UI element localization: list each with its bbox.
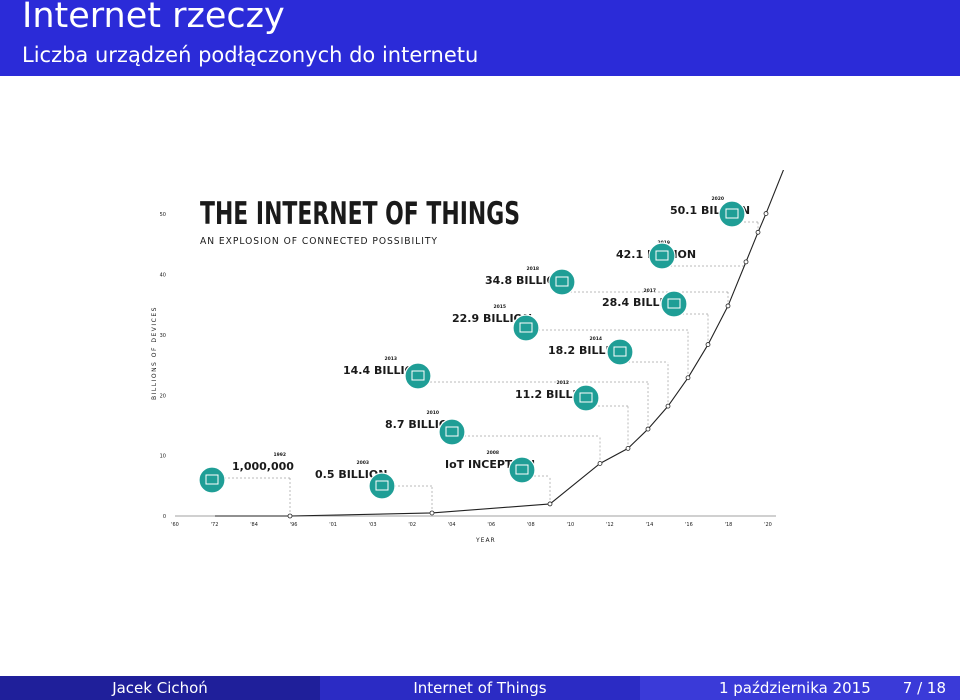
traffic-light-icon: [512, 314, 540, 342]
data-point: [645, 426, 651, 432]
annotation-year: 2020: [711, 196, 724, 202]
footer-date-page: 1 października 2015 7 / 18: [640, 676, 960, 700]
slide-title: Internet rzeczy: [22, 0, 285, 36]
data-point: [429, 510, 435, 516]
footer-title: Internet of Things: [320, 676, 640, 700]
chart-title: THE INTERNET OF THINGS: [200, 196, 520, 232]
series-line: [214, 213, 767, 517]
tv-icon: [548, 268, 576, 296]
annotation-year: 1992: [273, 452, 286, 458]
x-tick-label: '72: [211, 522, 219, 528]
y-tick-label: 50: [160, 212, 166, 218]
x-tick-label: '03: [369, 522, 377, 528]
x-tick-label: '60: [171, 522, 179, 528]
annotation-year: 2015: [493, 304, 506, 310]
chart-xlabel: YEAR: [475, 537, 496, 544]
computer-icon: [198, 466, 226, 494]
light-switch-icon: [648, 242, 676, 270]
x-tick-label: '06: [487, 522, 495, 528]
slide-footer: Jacek Cichoń Internet of Things 1 paździ…: [0, 676, 960, 700]
footer-author: Jacek Cichoń: [0, 676, 320, 700]
x-tick-label: '14: [646, 522, 654, 528]
footer-page-number: 7 / 18: [902, 679, 946, 697]
y-tick-label: 0: [163, 514, 166, 520]
data-point: [763, 211, 769, 216]
x-tick-label: '16: [685, 522, 693, 528]
air-conditioner-icon: [660, 290, 688, 318]
chart-axes: 0 10 20 30 40 50 '60 '72 '84 '96 '01 '03 '02 '04 '06 '0…: [160, 212, 776, 528]
data-point: [597, 461, 603, 466]
data-point: [725, 303, 731, 309]
toothbrush-icon: [606, 338, 634, 366]
x-tick-label: '10: [566, 522, 574, 528]
annotation-label: 14.4 BILLION: [343, 364, 423, 377]
annotation-label: 22.9 BILLION: [452, 312, 532, 325]
iot-growth-chart: 0 10 20 30 40 50 '60 '72 '84 '96 '01 '03 '02 '04 '06 '0…: [151, 163, 787, 544]
iot-infographic: 0 10 20 30 40 50 '60 '72 '84 '96 '01 '03 '02 '04 '06 '0…: [140, 163, 820, 554]
annotation-year: 2012: [556, 380, 569, 386]
footer-author-text: Jacek Cichoń: [112, 679, 208, 697]
door-lock-icon: [718, 200, 746, 228]
footer-date: 1 października 2015: [718, 679, 871, 697]
annotation-year: 2017: [643, 288, 656, 294]
footer-title-text: Internet of Things: [413, 679, 547, 697]
wind-turbine-icon: [404, 362, 432, 390]
chart-points: [287, 211, 769, 519]
annotation-year: 2008: [486, 450, 499, 456]
annotation-year: 2003: [356, 460, 369, 466]
x-tick-label: '96: [290, 522, 298, 528]
watch-icon: [438, 418, 466, 446]
laptop-icon: [368, 472, 396, 500]
x-tick-label: '84: [250, 522, 258, 528]
x-tick-label: '04: [448, 522, 456, 528]
y-tick-label: 40: [160, 273, 166, 279]
data-point: [625, 445, 631, 451]
chart-ylabel: BILLIONS OF DEVICES: [151, 306, 158, 400]
oven-icon: [572, 384, 600, 412]
annotation-year: 2014: [589, 336, 602, 342]
annotation-year: 2010: [426, 410, 439, 416]
x-tick-label: '02: [408, 522, 416, 528]
data-point: [705, 342, 711, 347]
lightbulb-icon: [508, 456, 536, 484]
annotation-label: 1,000,000: [232, 460, 294, 473]
x-tick-label: '12: [606, 522, 614, 528]
data-point: [547, 501, 553, 507]
x-tick-label: '08: [527, 522, 535, 528]
annotation-label: 0.5 BILLION: [315, 468, 387, 481]
data-point: [287, 513, 293, 519]
annotation-year: 2018: [526, 266, 539, 272]
y-tick-label: 20: [160, 393, 166, 399]
y-tick-label: 30: [160, 333, 166, 339]
x-tick-label: '20: [764, 522, 772, 528]
chart-guides: [212, 221, 759, 516]
data-point: [665, 403, 671, 409]
data-point: [755, 229, 761, 235]
annotation-label: 34.8 BILLION: [485, 274, 565, 287]
slide-header: Internet rzeczy Liczba urządzeń podłączo…: [0, 0, 960, 76]
annotation-year: 2013: [384, 356, 397, 362]
chart-line-layer: [214, 163, 787, 517]
slide-subtitle: Liczba urządzeń podłączonych do internet…: [22, 43, 479, 67]
data-point: [685, 375, 691, 381]
data-point: [743, 259, 749, 265]
y-tick-label: 10: [160, 454, 166, 460]
x-tick-label: '18: [725, 522, 733, 528]
series-line-tail: [765, 163, 787, 214]
chart-subtitle: AN EXPLOSION OF CONNECTED POSSIBILITY: [200, 236, 438, 247]
x-tick-label: '01: [329, 522, 337, 528]
